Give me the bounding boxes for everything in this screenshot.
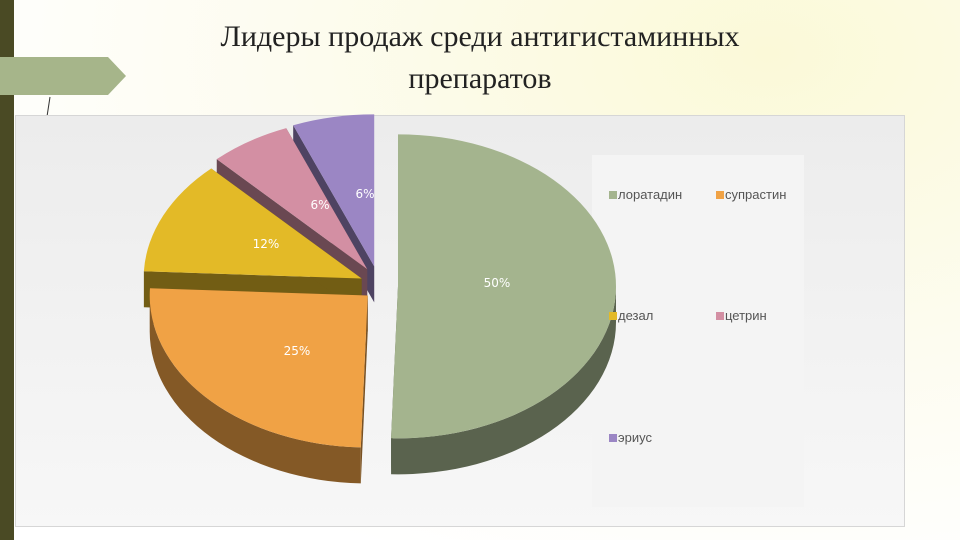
- pie-slice-loratadin: [391, 134, 616, 439]
- legend-item-loratadin: лоратадин: [609, 187, 682, 202]
- legend-item-erius: эриус: [609, 430, 652, 445]
- legend-swatch-suprastin: [716, 190, 724, 199]
- legend-item-dezal: дезал: [609, 308, 653, 323]
- pie-slice-erius: [293, 114, 375, 267]
- data-label-suprastin: 25%: [284, 344, 311, 358]
- data-label-dezal: 12%: [253, 237, 280, 251]
- pie-slice-suprastin: [149, 288, 368, 448]
- pie-slice-cetrin: [216, 128, 368, 270]
- data-label-erius: 6%: [355, 187, 374, 201]
- pie-slice-dezal: [143, 168, 362, 279]
- legend-label-erius: эриус: [618, 430, 652, 445]
- data-label-loratadin: 50%: [484, 276, 511, 290]
- left-accent-bar: [0, 0, 14, 540]
- title-arrow-tab: [0, 57, 126, 95]
- legend-panel: [592, 155, 804, 507]
- legend-label-suprastin: супрастин: [725, 187, 787, 202]
- legend-swatch-erius: [609, 433, 617, 442]
- legend-item-suprastin: супрастин: [716, 187, 786, 202]
- legend-swatch-loratadin: [609, 190, 617, 199]
- data-label-cetrin: 6%: [310, 198, 329, 212]
- legend-item-cetrin: цетрин: [716, 308, 767, 323]
- legend-label-loratadin: лоратадин: [618, 187, 683, 202]
- legend-label-dezal: дезал: [618, 308, 654, 323]
- legend-swatch-dezal: [609, 311, 617, 320]
- slide-title-line2: препаратов: [408, 62, 552, 95]
- legend-swatch-cetrin: [716, 311, 724, 320]
- slide-title: Лидеры продаж среди антигистаминных преп…: [120, 16, 840, 100]
- legend-label-cetrin: цетрин: [725, 308, 767, 323]
- slide-title-line1: Лидеры продаж среди антигистаминных: [220, 20, 740, 53]
